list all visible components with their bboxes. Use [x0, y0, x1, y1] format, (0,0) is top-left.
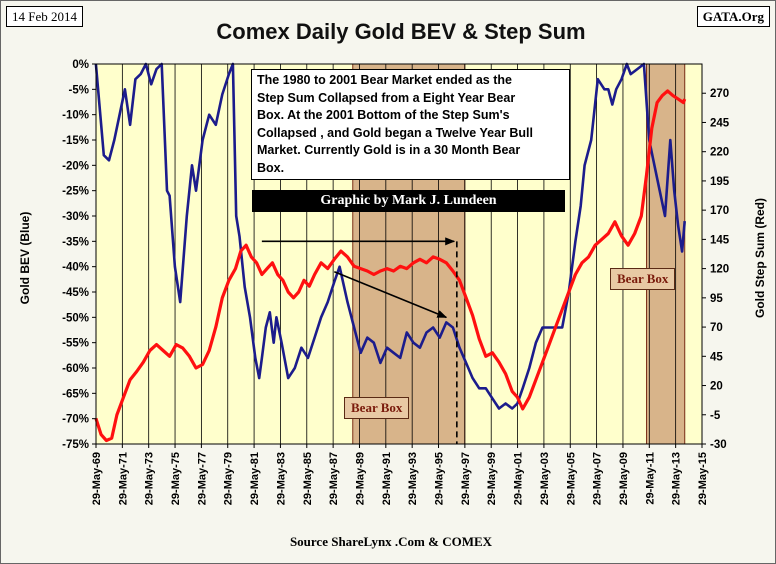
- x-tick-label: 29-May-03: [539, 452, 551, 505]
- bear-box-label: Bear Box: [344, 397, 410, 419]
- y-tick-label: -50%: [62, 312, 89, 324]
- y2-tick-label: 120: [710, 264, 729, 276]
- x-tick-label: 29-May-11: [644, 452, 656, 505]
- y-tick-label: -65%: [62, 388, 89, 400]
- y2-tick-label: 220: [710, 147, 729, 159]
- x-tick-label: 29-May-13: [671, 452, 683, 505]
- x-tick-label: 29-May-73: [144, 452, 156, 505]
- y-tick-label: -30%: [62, 211, 89, 223]
- y-tick-label: -45%: [62, 287, 89, 299]
- y2-tick-label: 245: [710, 117, 730, 129]
- y2-tick-label: 95: [710, 293, 723, 305]
- note-line: Box. At the 2001 Bottom of the Step Sum'…: [257, 108, 510, 122]
- y-tick-label: -5%: [69, 84, 89, 96]
- x-tick-label: 29-May-85: [302, 452, 314, 505]
- y2-tick-label: -30: [710, 439, 727, 451]
- y2-tick-label: 195: [710, 176, 730, 188]
- y2-tick-label: 145: [710, 234, 730, 246]
- x-tick-label: 29-May-81: [249, 452, 261, 505]
- x-tick-label: 29-May-83: [275, 452, 287, 505]
- y-tick-label: -15%: [62, 135, 89, 147]
- x-tick-label: 29-May-09: [618, 452, 630, 505]
- x-tick-label: 29-May-75: [170, 452, 182, 505]
- note-line: Box.: [257, 160, 285, 175]
- note-line: The 1980 to 2001 Bear Market ended as th…: [257, 73, 512, 87]
- x-tick-label: 29-May-79: [223, 452, 235, 505]
- x-tick-label: 29-May-93: [407, 452, 419, 505]
- y2-tick-label: 20: [710, 381, 723, 393]
- y-axis-title-right: Gold Step Sum (Red): [753, 198, 767, 318]
- y-tick-label: -55%: [62, 338, 89, 350]
- x-tick-label: 29-May-99: [486, 452, 498, 505]
- y-tick-label: -70%: [62, 414, 89, 426]
- annotation-arrow: [334, 270, 448, 319]
- x-tick-label: 29-May-87: [328, 452, 340, 505]
- y-tick-label: -25%: [62, 186, 89, 198]
- note-line: Market. Currently Gold is in a 30 Month …: [257, 143, 521, 157]
- x-tick-label: 29-May-77: [196, 452, 208, 505]
- y-tick-label: -20%: [62, 160, 89, 172]
- note-line: Collapsed , and Gold began a Twelve Year…: [257, 125, 534, 140]
- x-tick-label: 29-May-91: [381, 452, 393, 505]
- y2-tick-label: 70: [710, 322, 723, 334]
- date-label: 14 Feb 2014: [6, 6, 83, 27]
- y-axis-title-left: Gold BEV (Blue): [18, 211, 32, 305]
- y-tick-label: -10%: [62, 110, 89, 122]
- bev-series-line: [94, 62, 686, 410]
- y-tick-label: -40%: [62, 262, 89, 274]
- x-tick-label: 29-May-71: [117, 452, 129, 505]
- site-label: GATA.Org: [696, 6, 770, 27]
- x-tick-label: 29-May-15: [697, 452, 709, 505]
- source-caption: Source ShareLynx .Com & COMEX: [289, 534, 493, 549]
- y2-tick-label: 170: [710, 205, 729, 217]
- bear-box-label: Bear Box: [610, 268, 676, 290]
- step-sum-series-line: [94, 89, 687, 443]
- x-tick-label: 29-May-07: [592, 452, 604, 505]
- plot-border: [95, 63, 703, 445]
- y-tick-label: 0%: [72, 59, 89, 71]
- y-tick-label: -75%: [62, 439, 89, 451]
- y-tick-label: -35%: [62, 236, 89, 248]
- annotation-note: The 1980 to 2001 Bear Market ended as th…: [251, 69, 570, 180]
- x-tick-label: 29-May-89: [354, 452, 366, 505]
- x-tick-label: 29-May-01: [513, 452, 525, 505]
- x-tick-label: 29-May-95: [434, 452, 446, 505]
- x-tick-label: 29-May-69: [91, 452, 103, 505]
- x-tick-label: 29-May-05: [565, 452, 577, 505]
- chart-title: Comex Daily Gold BEV & Step Sum: [216, 19, 586, 44]
- y-tick-label: -60%: [62, 363, 89, 375]
- note-line: Step Sum Collapsed from a Eight Year Bea…: [257, 90, 516, 105]
- y2-tick-label: 270: [710, 88, 729, 100]
- x-tick-label: 29-May-97: [460, 452, 472, 505]
- y2-tick-label: -5: [710, 410, 721, 422]
- credit-banner: Graphic by Mark J. Lundeen: [252, 190, 565, 212]
- y2-tick-label: 45: [710, 351, 723, 363]
